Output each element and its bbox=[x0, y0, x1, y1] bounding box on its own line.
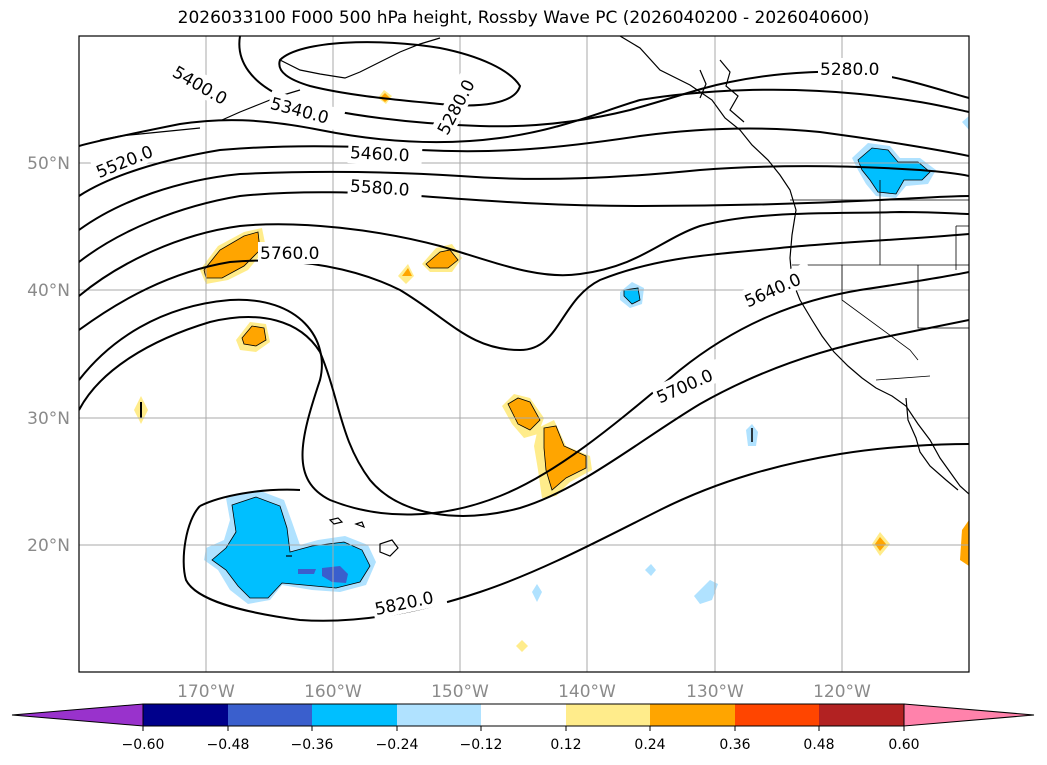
chart-title: 2026033100 F000 500 hPa height, Rossby W… bbox=[177, 8, 870, 28]
contour-5820 bbox=[182, 443, 969, 622]
lat-label: 20°N bbox=[27, 536, 70, 556]
lon-label: 160°W bbox=[304, 682, 362, 702]
contour-5640 bbox=[79, 210, 969, 297]
colorbar: −0.60 −0.48 −0.36 −0.24 −0.12 0.12 0.24 … bbox=[11, 703, 1035, 753]
lon-label: 120°W bbox=[813, 682, 871, 702]
colorbar-tick-label: −0.60 bbox=[122, 737, 165, 753]
colorbar-tick-label: −0.12 bbox=[460, 737, 503, 753]
contour-5520 bbox=[79, 165, 969, 231]
colorbar-tick-label: 0.48 bbox=[803, 737, 834, 753]
colorbar-extend-left bbox=[11, 703, 144, 727]
contour-label: 5460.0 bbox=[349, 143, 409, 166]
map-frame bbox=[78, 35, 970, 673]
contour-5400 bbox=[79, 88, 969, 147]
pos-patch-west-core bbox=[204, 232, 260, 278]
latitude-labels: 50°N 40°N 30°N 20°N bbox=[27, 154, 70, 556]
colorbar-segment bbox=[650, 704, 735, 726]
colorbar-extend-right bbox=[903, 703, 1035, 727]
contour-label: 5580.0 bbox=[349, 177, 410, 201]
colorbar-segment bbox=[481, 704, 566, 726]
map-area: 5400.0 5340.0 5280.0 5280.0 5520.0 5460.… bbox=[79, 36, 969, 672]
colorbar-segment bbox=[143, 704, 228, 726]
contour-5700-upper bbox=[79, 233, 969, 352]
pos-patch-145w bbox=[516, 640, 528, 652]
pos-patch-150w-core bbox=[426, 250, 458, 268]
contour-5820-inner bbox=[199, 488, 301, 507]
neg-patch-144w bbox=[532, 584, 542, 602]
contour-5700 bbox=[79, 316, 969, 517]
colorbar-segment bbox=[735, 704, 819, 726]
lon-label: 140°W bbox=[558, 682, 616, 702]
colorbar-segment bbox=[228, 704, 312, 726]
contour-5760 bbox=[79, 271, 969, 516]
colorbar-tick-label: −0.48 bbox=[207, 737, 250, 753]
neg-patch-hawaii-strong bbox=[322, 566, 348, 583]
lon-label: 130°W bbox=[686, 682, 744, 702]
lon-label: 150°W bbox=[431, 682, 489, 702]
colorbar-segment bbox=[312, 704, 397, 726]
contour-label: 5280.0 bbox=[820, 60, 879, 80]
neg-patch-130w bbox=[694, 580, 718, 604]
colorbar-tick-label: −0.24 bbox=[376, 737, 419, 753]
neg-patch-hawaii-strong2 bbox=[298, 569, 316, 574]
contour-label: 5760.0 bbox=[260, 244, 319, 264]
longitude-labels: 170°W 160°W 150°W 140°W 130°W 120°W bbox=[177, 682, 871, 702]
lat-label: 50°N bbox=[27, 154, 70, 174]
pos-patch-edge-south bbox=[960, 520, 969, 566]
pos-patch-155w-core bbox=[402, 268, 412, 276]
contour-5280-closed bbox=[278, 41, 522, 107]
colorbar-segment bbox=[397, 704, 481, 726]
lon-label: 170°W bbox=[177, 682, 235, 702]
colorbar-segment bbox=[819, 704, 904, 726]
lat-label: 30°N bbox=[27, 409, 70, 429]
neg-patch-edge bbox=[962, 116, 969, 130]
contour-5460 bbox=[79, 127, 969, 197]
pos-patch-142w-core bbox=[508, 398, 586, 490]
neg-patch-135w bbox=[645, 564, 656, 576]
neg-patch-pnw-core bbox=[858, 148, 930, 194]
lat-label: 40°N bbox=[27, 281, 70, 301]
contour-5580 bbox=[79, 191, 969, 263]
pos-patch-118w-core bbox=[875, 537, 886, 551]
colorbar-tick-label: 0.24 bbox=[634, 737, 665, 753]
colorbar-segment bbox=[566, 704, 650, 726]
colorbar-tick-label: 0.12 bbox=[550, 737, 581, 753]
colorbar-tick-label: 0.60 bbox=[888, 737, 919, 753]
colorbar-tick-label: 0.36 bbox=[719, 737, 750, 753]
colorbar-tick-label: −0.36 bbox=[291, 737, 334, 753]
